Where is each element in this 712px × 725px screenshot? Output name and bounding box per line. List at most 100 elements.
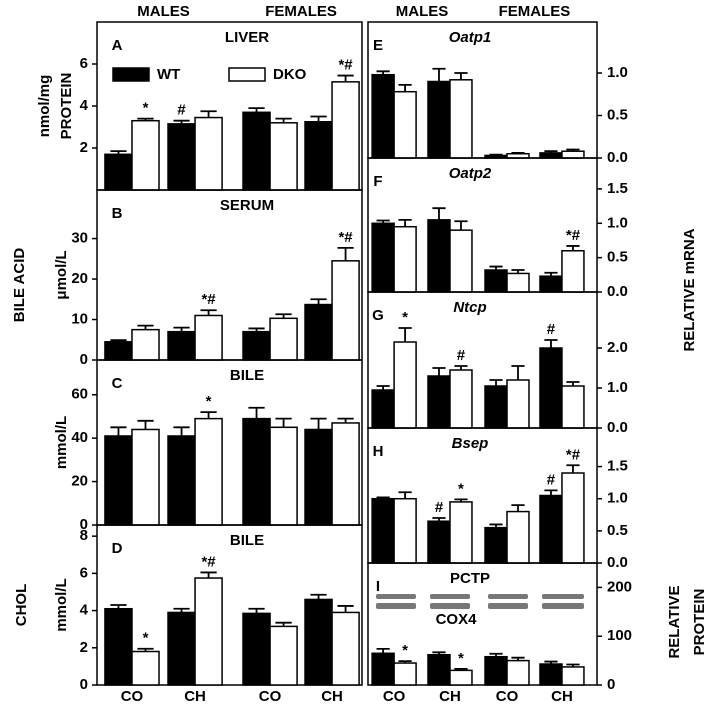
x-tick-label: CO: [496, 688, 519, 705]
panel-title: PCTP: [450, 570, 490, 587]
y-axis-label: mmol/L: [53, 416, 70, 469]
x-tick-label: CH: [184, 688, 206, 705]
error-bar: [337, 246, 354, 261]
panel-letter: C: [112, 375, 123, 392]
panel-letter: I: [376, 578, 380, 595]
bar: [131, 328, 160, 361]
panel-letter: H: [373, 443, 384, 460]
error-bar: [511, 504, 525, 512]
western-blot: [376, 594, 584, 609]
error-bar: [454, 72, 468, 80]
bar: [561, 666, 585, 686]
significance-label: *: [402, 642, 408, 659]
y-tick-label: 1.0: [607, 64, 628, 81]
error-bar: [432, 651, 446, 655]
bar: [167, 435, 196, 526]
bar: [484, 655, 508, 686]
significance-label: *: [206, 393, 212, 410]
y-tick-label: 0.0: [607, 554, 628, 571]
bar: [167, 330, 196, 361]
error-bar: [310, 115, 327, 122]
y-axis-label: mmol/L: [53, 578, 70, 631]
bar: [427, 80, 451, 159]
error-bar: [432, 67, 446, 82]
y-axis-label: μmol/L: [53, 250, 70, 299]
error-bar: [110, 426, 127, 436]
y-tick-label: 6: [80, 55, 88, 72]
bar: [449, 229, 473, 293]
y-tick-label: 0.5: [607, 106, 628, 123]
error-bar: [454, 498, 468, 502]
panel-title: BILE: [230, 532, 264, 549]
bar: [194, 314, 223, 361]
y-tick-label: 2.0: [607, 339, 628, 356]
error-bar: [310, 417, 327, 430]
bar: [393, 497, 417, 564]
bar: [331, 422, 360, 526]
panel-letter: G: [372, 307, 384, 324]
bar: [427, 653, 451, 686]
y-tick-label: 6: [80, 564, 88, 581]
panel-title: BILE: [230, 367, 264, 384]
error-bar: [566, 245, 580, 251]
panel-frame: [367, 562, 598, 686]
panel-letter: E: [373, 37, 383, 54]
error-bar: [173, 607, 190, 613]
bar: [484, 526, 508, 564]
bar: [371, 73, 395, 159]
panel-letter: D: [112, 540, 123, 557]
error-bar: [376, 385, 390, 390]
error-bar: [248, 607, 265, 614]
error-bar: [337, 417, 354, 423]
error-bar: [110, 604, 127, 609]
error-bar: [275, 417, 292, 428]
error-bar: [200, 571, 217, 579]
error-bar: [376, 70, 390, 75]
error-bar: [432, 207, 446, 220]
panel-title: Ntcp: [453, 299, 486, 316]
error-bar: [337, 605, 354, 613]
error-bar: [432, 517, 446, 522]
error-bar: [200, 309, 217, 316]
y-axis-label: nmol/mg: [36, 75, 53, 138]
legend-label: WT: [157, 66, 180, 83]
significance-label: *#: [201, 553, 216, 570]
error-bar: [566, 663, 580, 667]
y-tick-label: 0: [80, 676, 88, 693]
bar: [371, 389, 395, 429]
legend-swatch: [228, 67, 266, 82]
error-bar: [398, 327, 412, 342]
error-bar: [275, 117, 292, 123]
error-bar: [275, 313, 292, 319]
bar: [484, 269, 508, 293]
error-bar: [454, 667, 468, 671]
error-bar: [432, 367, 446, 376]
significance-label: #: [177, 102, 186, 119]
bar: [506, 659, 530, 686]
bar: [269, 317, 298, 361]
error-bar: [376, 219, 390, 224]
bar: [561, 250, 585, 293]
error-bar: [489, 652, 503, 657]
y-tick-label: 2: [80, 139, 88, 156]
panel-title: Bsep: [452, 435, 489, 452]
error-bar: [511, 152, 525, 154]
panel-title: SERUM: [220, 197, 274, 214]
error-bar: [137, 647, 154, 652]
error-bar: [275, 621, 292, 627]
bar: [194, 577, 223, 686]
bar: [449, 669, 473, 686]
significance-label: #: [547, 471, 556, 488]
y-tick-label: 0: [80, 516, 88, 533]
error-bar: [398, 660, 412, 664]
y-tick-label: 0.0: [607, 283, 628, 300]
y-tick-label: 1.5: [607, 458, 628, 475]
y-tick-label: 30: [71, 230, 88, 247]
significance-label: *: [143, 630, 149, 647]
y-tick-label: 4: [80, 97, 89, 114]
bar: [427, 520, 451, 564]
y-tick-label: 100: [607, 627, 632, 644]
panel-title: Oatp2: [449, 165, 492, 182]
y-tick-label: 1.0: [607, 490, 628, 507]
